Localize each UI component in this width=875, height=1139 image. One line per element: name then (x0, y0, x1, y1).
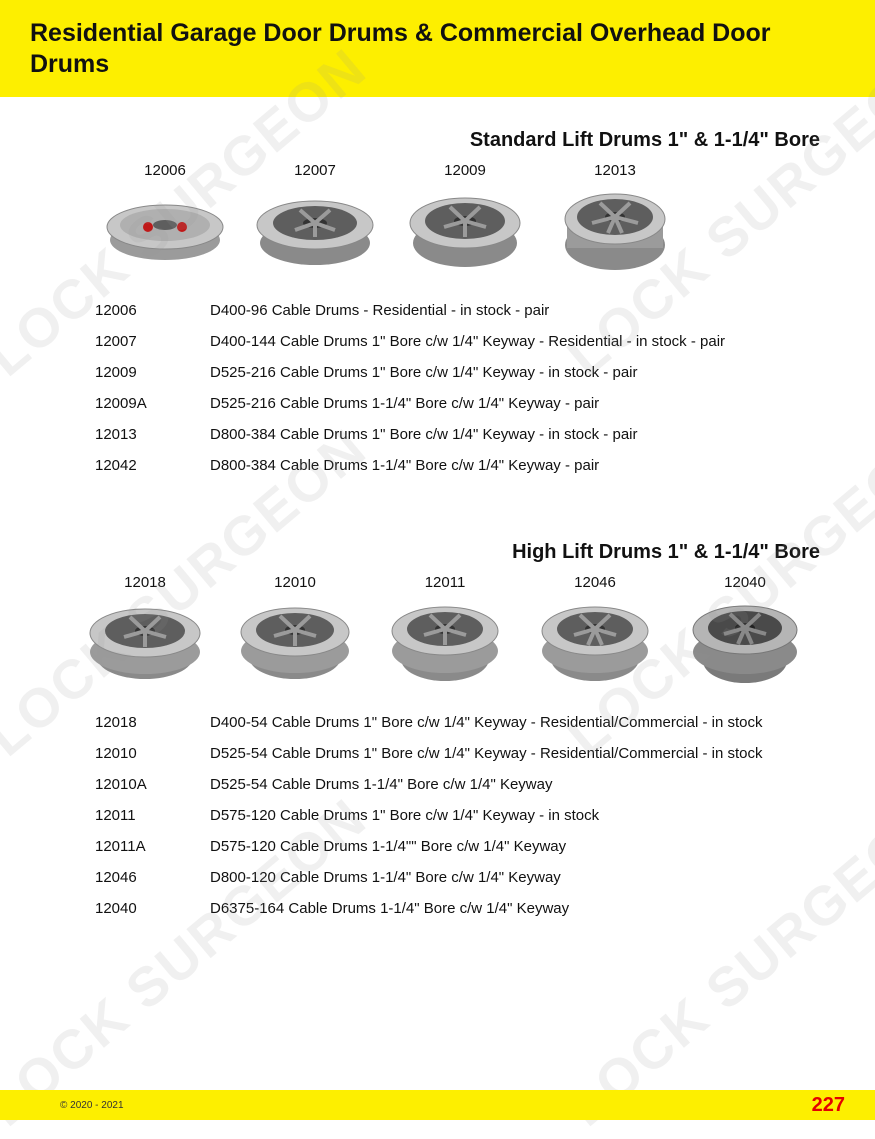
spec-row: 12018D400-54 Cable Drums 1" Bore c/w 1/4… (95, 707, 835, 738)
drum-code: 12007 (294, 162, 336, 179)
page-title: Residential Garage Door Drums & Commerci… (30, 18, 845, 81)
section2-title: High Lift Drums 1" & 1-1/4" Bore (0, 541, 875, 564)
drum-item: 12011 (375, 574, 515, 687)
section1-drum-row: 12006 12007 12009 (0, 162, 875, 275)
spec-desc: D525-54 Cable Drums 1" Bore c/w 1/4" Key… (210, 746, 835, 761)
spec-code: 12009 (95, 365, 210, 380)
spec-desc: D525-216 Cable Drums 1" Bore c/w 1/4" Ke… (210, 365, 835, 380)
spec-code: 12013 (95, 427, 210, 442)
page-footer: © 2020 - 2021 227 (0, 1090, 875, 1120)
drum-item: 12006 (95, 162, 235, 275)
drum-image (550, 185, 680, 275)
copyright-text: © 2020 - 2021 (60, 1100, 124, 1111)
spec-code: 12009A (95, 396, 210, 411)
drum-image (680, 597, 810, 687)
spec-row: 12006D400-96 Cable Drums - Residential -… (95, 295, 835, 326)
drum-item: 12018 (75, 574, 215, 687)
drum-image (250, 185, 380, 275)
section1-spec-list: 12006D400-96 Cable Drums - Residential -… (0, 295, 875, 481)
spec-desc: D400-54 Cable Drums 1" Bore c/w 1/4" Key… (210, 715, 835, 730)
spec-row: 12046D800-120 Cable Drums 1-1/4" Bore c/… (95, 862, 835, 893)
spec-row: 12010D525-54 Cable Drums 1" Bore c/w 1/4… (95, 738, 835, 769)
drum-code: 12013 (594, 162, 636, 179)
page-number: 227 (812, 1094, 845, 1117)
spec-row: 12040D6375-164 Cable Drums 1-1/4" Bore c… (95, 893, 835, 924)
spec-desc: D400-96 Cable Drums - Residential - in s… (210, 303, 835, 318)
drum-item: 12007 (245, 162, 385, 275)
drum-code: 12040 (724, 574, 766, 591)
drum-image (400, 185, 530, 275)
spec-row: 12011AD575-120 Cable Drums 1-1/4"" Bore … (95, 831, 835, 862)
spec-desc: D6375-164 Cable Drums 1-1/4" Bore c/w 1/… (210, 901, 835, 916)
spec-desc: D525-216 Cable Drums 1-1/4" Bore c/w 1/4… (210, 396, 835, 411)
spec-code: 12010A (95, 777, 210, 792)
spec-code: 12006 (95, 303, 210, 318)
spec-desc: D525-54 Cable Drums 1-1/4" Bore c/w 1/4"… (210, 777, 835, 792)
drum-item: 12013 (545, 162, 685, 275)
spec-row: 12007D400-144 Cable Drums 1" Bore c/w 1/… (95, 326, 835, 357)
spec-code: 12011A (95, 839, 210, 854)
drum-code: 12046 (574, 574, 616, 591)
spec-desc: D800-384 Cable Drums 1" Bore c/w 1/4" Ke… (210, 427, 835, 442)
drum-item: 12040 (675, 574, 815, 687)
spec-code: 12018 (95, 715, 210, 730)
section2-drum-row: 12018 12010 12011 (0, 574, 875, 687)
drum-image (530, 597, 660, 687)
drum-code: 12018 (124, 574, 166, 591)
page-header: Residential Garage Door Drums & Commerci… (0, 0, 875, 97)
spec-code: 12040 (95, 901, 210, 916)
drum-image (380, 597, 510, 687)
section1-title: Standard Lift Drums 1" & 1-1/4" Bore (0, 129, 875, 152)
spec-desc: D800-120 Cable Drums 1-1/4" Bore c/w 1/4… (210, 870, 835, 885)
drum-image (100, 185, 230, 275)
spec-row: 12013D800-384 Cable Drums 1" Bore c/w 1/… (95, 419, 835, 450)
spec-desc: D400-144 Cable Drums 1" Bore c/w 1/4" Ke… (210, 334, 835, 349)
spec-row: 12010AD525-54 Cable Drums 1-1/4" Bore c/… (95, 769, 835, 800)
spec-code: 12007 (95, 334, 210, 349)
drum-item: 12046 (525, 574, 665, 687)
spec-desc: D575-120 Cable Drums 1" Bore c/w 1/4" Ke… (210, 808, 835, 823)
drum-code: 12006 (144, 162, 186, 179)
spec-row: 12011D575-120 Cable Drums 1" Bore c/w 1/… (95, 800, 835, 831)
drum-image (230, 597, 360, 687)
spec-code: 12011 (95, 808, 210, 823)
spec-code: 12042 (95, 458, 210, 473)
drum-code: 12011 (425, 574, 466, 591)
drum-item: 12009 (395, 162, 535, 275)
spec-desc: D800-384 Cable Drums 1-1/4" Bore c/w 1/4… (210, 458, 835, 473)
spec-desc: D575-120 Cable Drums 1-1/4"" Bore c/w 1/… (210, 839, 835, 854)
drum-image (80, 597, 210, 687)
drum-code: 12010 (274, 574, 316, 591)
spec-row: 12042D800-384 Cable Drums 1-1/4" Bore c/… (95, 450, 835, 481)
section2-spec-list: 12018D400-54 Cable Drums 1" Bore c/w 1/4… (0, 707, 875, 924)
spec-code: 12010 (95, 746, 210, 761)
drum-item: 12010 (225, 574, 365, 687)
spec-row: 12009D525-216 Cable Drums 1" Bore c/w 1/… (95, 357, 835, 388)
spec-code: 12046 (95, 870, 210, 885)
spec-row: 12009AD525-216 Cable Drums 1-1/4" Bore c… (95, 388, 835, 419)
drum-code: 12009 (444, 162, 486, 179)
